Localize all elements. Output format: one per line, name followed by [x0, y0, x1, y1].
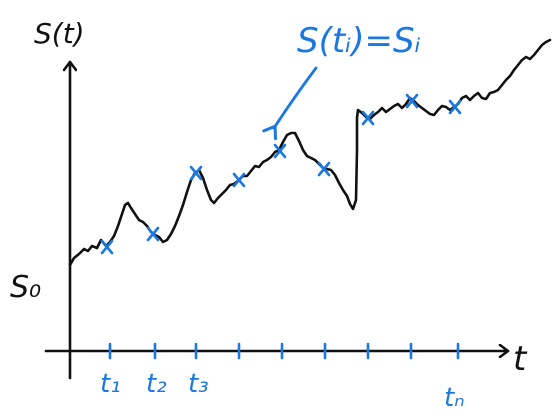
- x-axis-label: t: [513, 339, 528, 379]
- y-axis-label: S(t): [34, 17, 85, 50]
- sample-point-t6: [317, 161, 331, 177]
- tick-label-t3: t₃: [188, 369, 209, 399]
- sample-point-t7: [361, 110, 375, 126]
- annotation-arrow: [262, 66, 318, 141]
- start-value-label: S₀: [10, 270, 41, 305]
- x-axis-ticks: [108, 342, 460, 360]
- sample-point-t8: [405, 93, 419, 109]
- sample-point-t3: [189, 165, 203, 181]
- sample-point-t2: [146, 226, 160, 242]
- sample-point-t5: [273, 143, 287, 159]
- tick-label-t2: t₂: [146, 369, 167, 399]
- sample-markers: [100, 93, 462, 255]
- sample-point-t4: [232, 172, 246, 188]
- annotation-label: S(tᵢ)=Sᵢ: [297, 21, 421, 61]
- tick-label-t1: t₁: [100, 369, 121, 399]
- sample-point-tn: [448, 99, 462, 115]
- tick-label-tn: tₙ: [444, 383, 465, 413]
- sample-point-t1: [100, 239, 114, 255]
